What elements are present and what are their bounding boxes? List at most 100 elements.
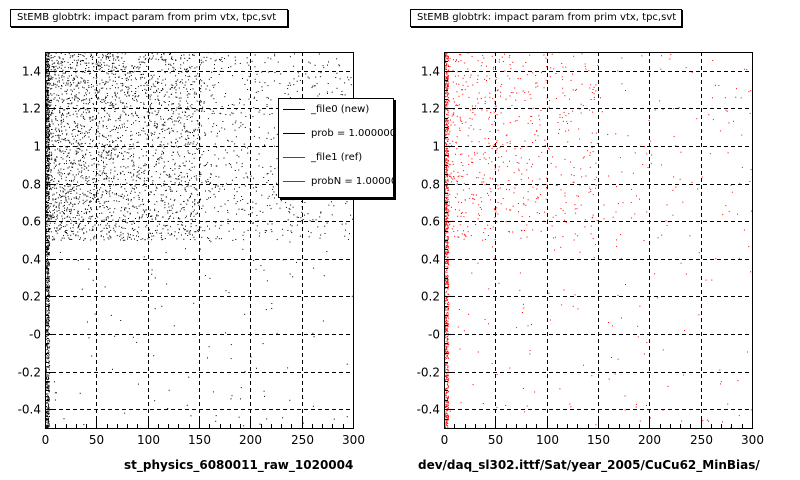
data-point bbox=[445, 223, 446, 225]
data-point bbox=[287, 219, 289, 221]
data-point bbox=[445, 392, 447, 394]
data-point bbox=[347, 76, 349, 78]
data-point bbox=[213, 193, 215, 195]
data-point bbox=[106, 125, 107, 127]
data-point bbox=[171, 234, 173, 236]
data-point bbox=[73, 79, 75, 80]
data-point bbox=[104, 110, 106, 112]
data-point bbox=[252, 116, 254, 118]
data-point bbox=[128, 114, 129, 116]
data-point bbox=[96, 209, 98, 211]
data-point bbox=[144, 117, 145, 119]
data-point bbox=[48, 325, 50, 327]
data-point bbox=[55, 219, 57, 221]
data-point bbox=[46, 237, 48, 239]
data-point bbox=[46, 188, 47, 190]
data-point bbox=[47, 75, 49, 77]
data-point bbox=[184, 84, 186, 86]
data-point bbox=[47, 113, 48, 115]
data-point bbox=[200, 79, 201, 81]
data-point bbox=[350, 77, 352, 79]
data-point bbox=[150, 121, 152, 122]
data-point bbox=[161, 153, 163, 155]
data-point bbox=[149, 229, 150, 231]
data-point bbox=[187, 106, 189, 108]
data-point bbox=[137, 86, 139, 88]
data-point bbox=[120, 196, 122, 197]
data-point bbox=[76, 62, 78, 64]
data-point bbox=[195, 148, 197, 150]
data-point bbox=[50, 203, 52, 205]
data-point bbox=[73, 209, 75, 210]
data-point bbox=[188, 54, 190, 56]
data-point bbox=[124, 219, 126, 221]
data-point bbox=[52, 205, 54, 207]
data-point bbox=[48, 262, 50, 264]
data-point bbox=[322, 320, 324, 322]
data-point bbox=[109, 187, 111, 189]
data-point bbox=[99, 170, 101, 172]
data-point bbox=[56, 99, 58, 101]
data-point bbox=[200, 91, 202, 93]
data-point bbox=[446, 280, 448, 282]
data-point bbox=[167, 174, 169, 176]
data-point bbox=[113, 200, 115, 202]
data-point bbox=[51, 179, 53, 181]
data-point bbox=[445, 322, 447, 324]
data-point bbox=[106, 139, 108, 140]
data-point bbox=[45, 425, 47, 427]
data-point bbox=[47, 388, 49, 390]
data-point bbox=[90, 200, 92, 202]
data-point bbox=[445, 343, 447, 345]
data-point bbox=[299, 235, 301, 237]
data-point bbox=[134, 93, 136, 95]
data-point bbox=[47, 379, 49, 380]
data-point bbox=[114, 80, 116, 82]
data-point bbox=[144, 189, 146, 191]
data-point bbox=[47, 185, 49, 187]
data-point bbox=[115, 94, 117, 96]
data-point bbox=[56, 84, 58, 86]
data-point bbox=[260, 265, 262, 267]
data-point bbox=[89, 202, 91, 203]
data-point bbox=[70, 103, 72, 105]
data-point bbox=[58, 56, 60, 58]
data-point bbox=[71, 163, 73, 165]
data-point bbox=[143, 130, 145, 132]
data-point bbox=[170, 180, 172, 182]
data-point bbox=[52, 217, 54, 218]
data-point bbox=[142, 155, 144, 157]
data-point bbox=[287, 84, 289, 86]
data-point bbox=[49, 188, 50, 190]
data-point bbox=[47, 420, 49, 422]
data-point bbox=[447, 266, 449, 268]
data-point bbox=[447, 226, 449, 228]
data-point bbox=[168, 203, 170, 205]
data-point bbox=[48, 94, 49, 96]
data-point bbox=[345, 229, 347, 231]
data-point bbox=[117, 70, 119, 72]
data-point bbox=[47, 95, 49, 97]
data-point bbox=[136, 107, 138, 109]
data-point bbox=[241, 163, 243, 165]
data-point bbox=[47, 214, 49, 216]
data-point bbox=[123, 123, 125, 125]
data-point bbox=[133, 229, 135, 231]
data-point bbox=[61, 126, 62, 128]
data-point bbox=[63, 418, 65, 420]
data-point bbox=[165, 84, 166, 86]
data-point bbox=[52, 135, 54, 137]
data-point bbox=[123, 195, 125, 197]
data-point bbox=[45, 115, 47, 117]
data-point bbox=[113, 69, 115, 71]
data-point bbox=[235, 177, 237, 178]
data-point bbox=[446, 413, 448, 414]
data-point bbox=[62, 226, 64, 227]
data-point bbox=[447, 261, 448, 263]
data-point bbox=[77, 231, 79, 233]
data-point bbox=[48, 166, 50, 168]
data-point bbox=[445, 395, 447, 397]
data-point bbox=[143, 180, 145, 182]
data-point bbox=[46, 142, 48, 144]
data-point bbox=[75, 126, 77, 128]
